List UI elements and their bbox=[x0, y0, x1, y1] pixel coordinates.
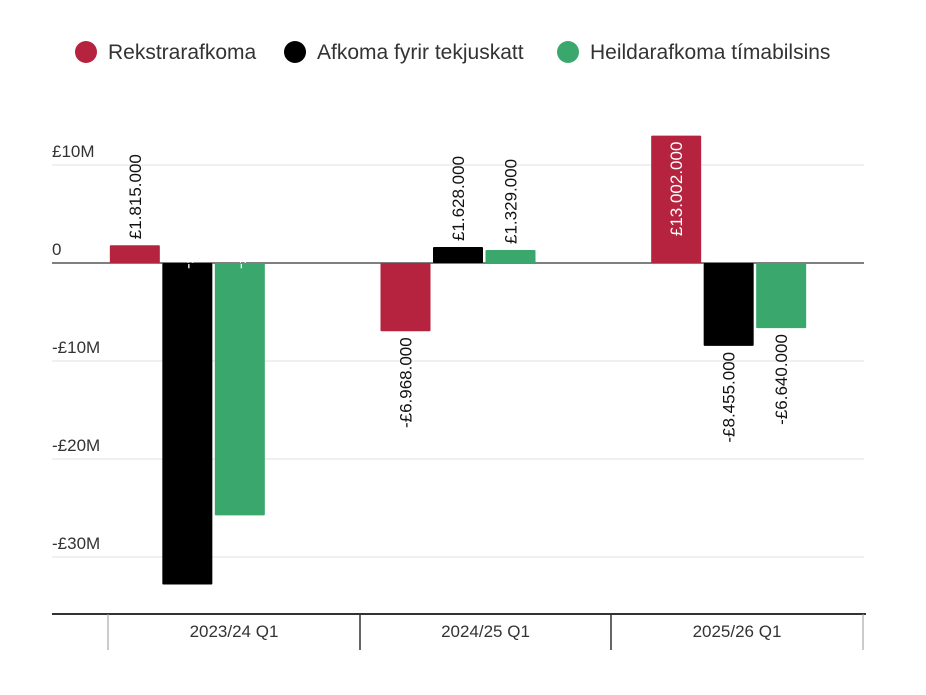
bar bbox=[651, 135, 702, 263]
legend-swatch bbox=[557, 41, 579, 63]
data-label: -£32.804.000 bbox=[178, 169, 197, 269]
data-label: £1.329.000 bbox=[502, 159, 521, 244]
bar bbox=[109, 245, 160, 263]
data-labels: £1.815.000 -£32.804.000 -£25.757.000 -£6.96… bbox=[126, 142, 791, 443]
y-axis: £10M 0 -£10M -£20M -£30M bbox=[52, 142, 100, 553]
data-label: -£25.757.000 bbox=[231, 169, 250, 269]
y-tick-label: -£10M bbox=[52, 338, 100, 357]
data-label: -£8.455.000 bbox=[720, 352, 739, 443]
legend-item: Afkoma fyrir tekjuskatt bbox=[284, 41, 524, 64]
y-tick-label: -£30M bbox=[52, 534, 100, 553]
legend-swatch bbox=[284, 41, 306, 63]
legend-label: Afkoma fyrir tekjuskatt bbox=[317, 41, 524, 64]
data-label: £13.002.000 bbox=[667, 142, 686, 237]
bar bbox=[214, 263, 265, 516]
legend: Rekstrarafkoma Afkoma fyrir tekjuskatt Hei… bbox=[75, 41, 830, 64]
data-label: -£6.968.000 bbox=[397, 337, 416, 428]
data-label: -£6.640.000 bbox=[772, 334, 791, 425]
y-tick-label: £10M bbox=[52, 142, 95, 161]
x-axis: 2023/24 Q1 2024/25 Q1 2025/26 Q1 bbox=[52, 613, 866, 650]
bar bbox=[703, 263, 754, 346]
bar bbox=[756, 263, 807, 329]
legend-label: Rekstrarafkoma bbox=[108, 41, 257, 64]
x-tick-label: 2025/26 Q1 bbox=[693, 622, 782, 641]
x-tick-label: 2024/25 Q1 bbox=[441, 622, 530, 641]
legend-item: Rekstrarafkoma bbox=[75, 41, 257, 64]
legend-label: Heildarafkoma tímabilsins bbox=[590, 41, 830, 64]
bars bbox=[109, 135, 807, 585]
legend-item: Heildarafkoma tímabilsins bbox=[557, 41, 830, 64]
y-tick-label: 0 bbox=[52, 240, 61, 259]
legend-swatch bbox=[75, 41, 97, 63]
x-tick-label: 2023/24 Q1 bbox=[190, 622, 279, 641]
bar bbox=[162, 263, 213, 585]
y-tick-label: -£20M bbox=[52, 436, 100, 455]
data-label: £1.628.000 bbox=[449, 156, 468, 241]
data-label: £1.815.000 bbox=[126, 154, 145, 239]
bar bbox=[433, 247, 483, 263]
bar bbox=[485, 249, 536, 263]
bar bbox=[380, 263, 431, 332]
